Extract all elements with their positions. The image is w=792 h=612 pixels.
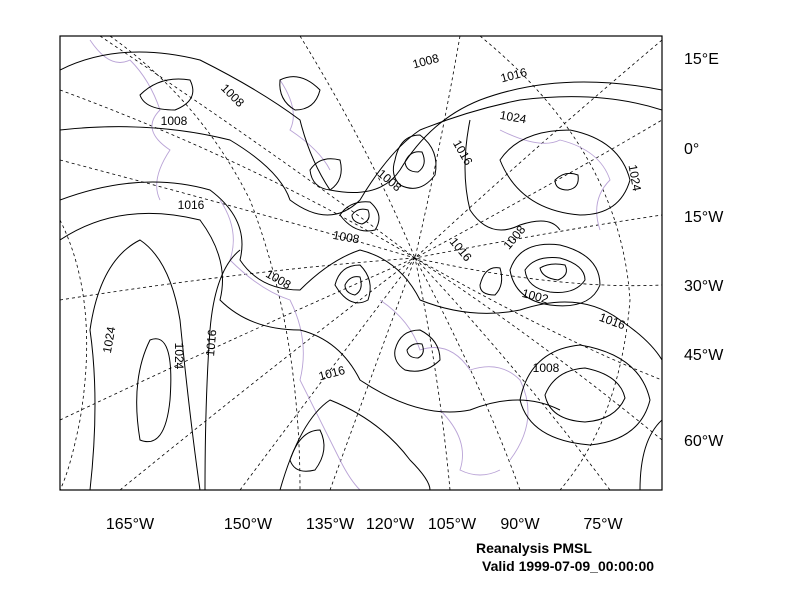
contour-label: 1024 (626, 163, 644, 192)
latitude-label: 30°W (684, 278, 724, 295)
contour-label: 1002 (521, 286, 551, 307)
contour-label: 1016 (203, 329, 219, 357)
contour-label: 1016 (178, 198, 205, 212)
longitude-label: 75°W (583, 516, 623, 533)
contour-label: 1016 (317, 363, 347, 384)
contour-label: 1008 (161, 114, 188, 128)
latitude-label: 45°W (684, 347, 724, 364)
bottom-axis: 165°W 150°W 135°W 120°W 105°W 90°W 75°W (106, 516, 624, 533)
map-body (60, 36, 662, 490)
subtitle: Valid 1999-07-09_00:00:00 (482, 558, 654, 574)
contour-label: 1008 (533, 361, 560, 375)
map-frame (59, 35, 663, 491)
contour-label: 1024 (100, 325, 118, 354)
contour-label: 1024 (172, 343, 186, 370)
title: Reanalysis PMSL (476, 540, 592, 556)
contour-label: 1008 (332, 228, 361, 246)
contour-labels: 1008 1016 1008 1008 1024 1016 1008 1024 … (100, 51, 644, 384)
contour-label: 1008 (218, 81, 247, 110)
longitude-label: 120°W (366, 516, 415, 533)
contour-label: 1016 (597, 310, 627, 332)
contour-label: 1008 (500, 222, 528, 252)
contour-label: 1024 (499, 108, 528, 126)
latitude-label: 0° (684, 141, 699, 158)
contour-label: 1008 (263, 267, 293, 293)
latitude-label: 15°E (684, 51, 719, 68)
latitude-label: 60°W (684, 433, 724, 450)
longitude-label: 90°W (500, 516, 540, 533)
longitude-label: 150°W (224, 516, 273, 533)
longitude-label: 135°W (306, 516, 355, 533)
longitude-label: 105°W (428, 516, 477, 533)
contours (60, 51, 662, 490)
right-axis: 15°E 0° 15°W 30°W 45°W 60°W (684, 51, 724, 450)
coastlines (89, 39, 611, 490)
longitude-label: 165°W (106, 516, 155, 533)
contour-label: 1016 (450, 138, 476, 168)
graticule (60, 36, 662, 490)
contour-label: 1016 (499, 65, 529, 86)
latitude-label: 15°W (684, 209, 724, 226)
contour-label: 1016 (447, 235, 475, 265)
contour-label: 1008 (411, 51, 441, 72)
